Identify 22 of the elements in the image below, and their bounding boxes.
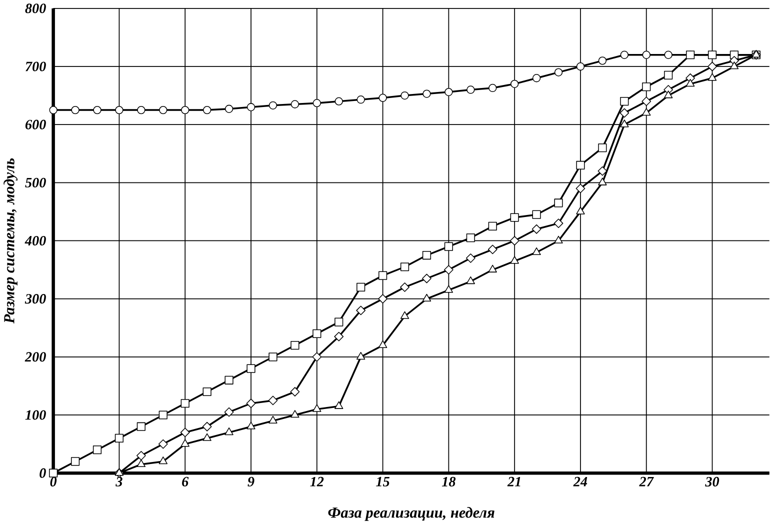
x-tick-label: 18 — [442, 476, 456, 486]
x-tick-label: 6 — [182, 476, 189, 486]
x-tick-label: 30 — [705, 476, 720, 486]
y-tick-label: 100 — [25, 410, 46, 420]
x-tick-label: 27 — [639, 476, 654, 486]
y-tick-label: 700 — [26, 61, 46, 72]
y-tick-label: 0 — [40, 468, 46, 478]
y-tick-label: 600 — [25, 120, 46, 130]
y-tick-label: 800 — [25, 3, 46, 13]
x-tick-label: 12 — [310, 476, 324, 486]
x-tick-label: 24 — [573, 476, 588, 486]
x-tick-label: 0 — [50, 476, 57, 486]
y-tick-label: 200 — [24, 352, 46, 362]
x-tick-label: 15 — [376, 476, 390, 486]
y-tick-label: 500 — [25, 178, 46, 188]
y-tick-label: 400 — [24, 236, 46, 246]
x-tick-label: 3 — [116, 476, 122, 486]
x-tick-label: 9 — [248, 476, 254, 486]
x-tick-label: 21 — [507, 476, 520, 486]
y-axis-title: Размер системы, модуль — [4, 158, 18, 324]
x-axis-title: Фаза реализации, неделя — [328, 506, 494, 521]
y-tick-label: 300 — [24, 294, 46, 304]
